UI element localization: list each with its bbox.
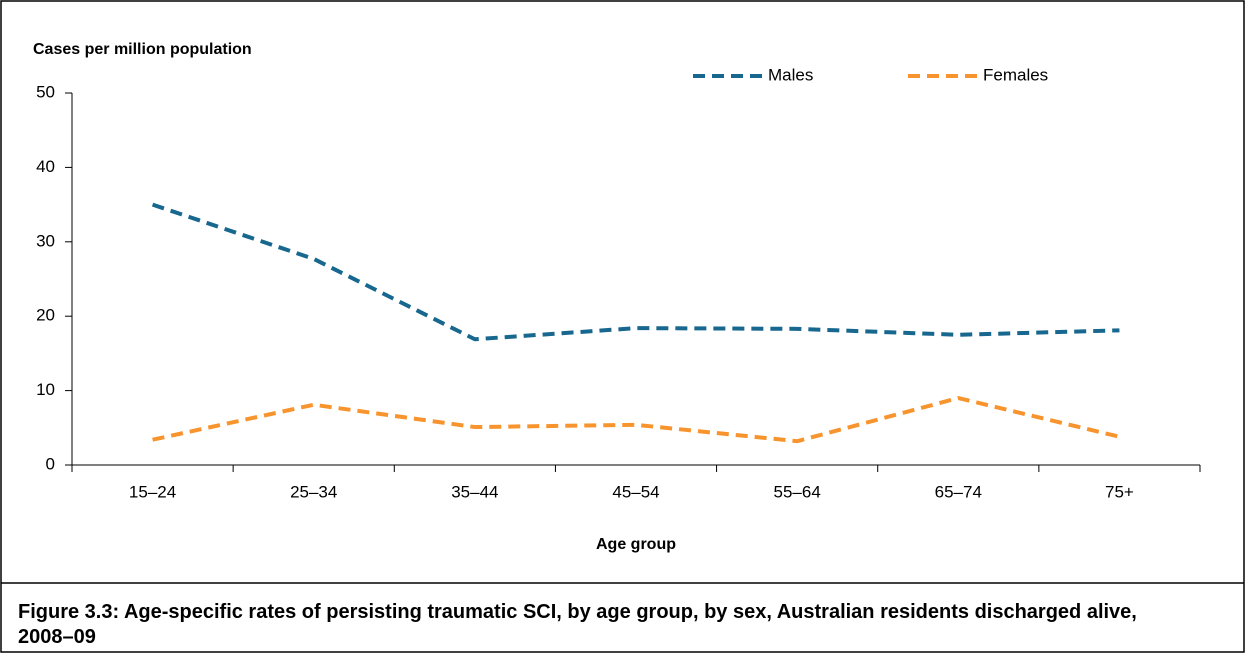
y-tick-label: 30 [36, 231, 55, 250]
x-tick-label: 75+ [1105, 482, 1134, 501]
series-line [151, 202, 1120, 342]
x-tick-label: 45–54 [612, 482, 659, 501]
caption: Figure 3.3: Age-specific rates of persis… [18, 601, 1137, 648]
x-tick-label: 25–34 [290, 482, 337, 501]
y-tick-label: 40 [36, 157, 55, 176]
y-axis-label: Cases per million population [33, 41, 252, 58]
x-tick-label: 55–64 [774, 482, 821, 501]
legend-label: Females [983, 65, 1048, 84]
y-tick-label: 20 [36, 306, 55, 325]
legend-label: Males [768, 65, 813, 84]
x-tick-label: 15–24 [129, 482, 176, 501]
x-tick-label: 65–74 [935, 482, 982, 501]
x-axis-label: Age group [596, 536, 676, 553]
y-tick-label: 0 [46, 454, 55, 473]
y-tick-label: 50 [36, 82, 55, 101]
y-tick-label: 10 [36, 380, 55, 399]
series-line [152, 396, 1120, 444]
x-tick-label: 35–44 [451, 482, 498, 501]
